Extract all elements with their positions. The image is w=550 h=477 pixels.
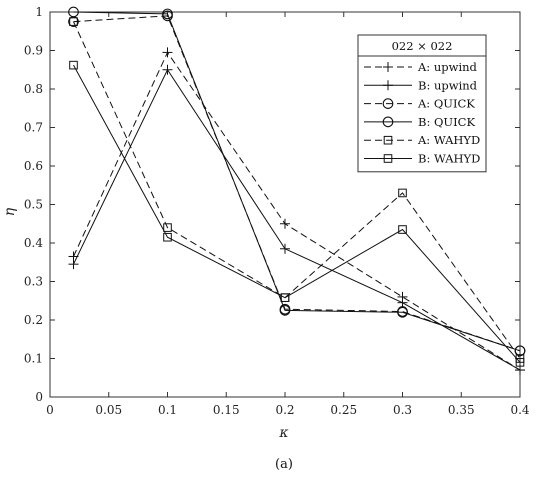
y-tick-label: 0.7	[24, 121, 43, 135]
x-tick-label: 0.3	[393, 403, 412, 417]
series-line	[73, 64, 521, 363]
plus-marker	[68, 259, 79, 270]
circle-marker	[68, 6, 79, 18]
legend-square-marker	[383, 154, 393, 163]
series-layer	[68, 6, 526, 376]
y-axis-label: η	[2, 207, 18, 216]
legend-entry: A: upwind	[364, 60, 478, 74]
square-marker	[398, 225, 407, 234]
y-tick-label: 1	[35, 5, 43, 19]
y-tick-label: 0.3	[24, 275, 43, 289]
legend-entry: A: WAHYD	[364, 133, 480, 147]
legend-entry: B: WAHYD	[364, 152, 480, 166]
legend-label: A: upwind	[417, 60, 478, 74]
x-tick-label: 0.2	[275, 403, 294, 417]
y-tick-label: 0.1	[24, 352, 43, 366]
x-tick-label: 0.35	[448, 403, 475, 417]
y-tick-label: 0.9	[24, 44, 43, 58]
x-tick-label: 0.15	[213, 403, 240, 417]
y-tick-label: 0	[35, 390, 43, 404]
square-marker	[398, 188, 407, 198]
square-marker	[69, 17, 78, 26]
legend-label: B: upwind	[418, 78, 478, 92]
plus-marker	[280, 218, 290, 229]
series-line	[73, 11, 521, 352]
legend-circle-marker	[382, 116, 394, 128]
y-tick-label: 0.6	[24, 159, 43, 173]
legend-title: 022 × 022	[392, 39, 453, 53]
y-tick-label: 0.4	[24, 236, 43, 250]
y-tick-label: 0.2	[24, 313, 43, 327]
legend-entry: B: QUICK	[364, 115, 475, 129]
y-tick-label: 0.8	[24, 82, 43, 96]
square-marker	[280, 293, 290, 302]
axis-ticks: 0 0.05 0.1 0.15 0.2 0.25 0.3 0.35 0.4 0 0.1 0.2 0.3 0…	[24, 5, 530, 417]
square-marker	[515, 358, 525, 367]
plus-marker	[515, 365, 525, 376]
y-tick-label: 0.5	[24, 198, 43, 212]
legend: 022 × 022 A: upwind B: upwind A: QUICK B: QU…	[357, 34, 487, 173]
legend-square-marker	[383, 135, 393, 145]
circle-marker	[279, 305, 291, 316]
x-tick-label: 0.05	[95, 403, 122, 417]
legend-circle-marker	[382, 98, 394, 109]
square-marker	[69, 60, 78, 70]
x-tick-label: 0.4	[510, 403, 529, 417]
legend-plus-marker	[383, 80, 393, 91]
x-tick-label: 0.25	[330, 403, 357, 417]
legend-label: A: QUICK	[417, 97, 475, 111]
legend-label: A: WAHYD	[417, 133, 480, 147]
plus-marker	[162, 47, 173, 58]
plus-marker	[280, 243, 290, 254]
circle-marker	[397, 306, 408, 318]
square-marker	[163, 232, 172, 242]
legend-entry: B: upwind	[364, 78, 478, 92]
square-marker	[163, 223, 172, 232]
legend-entry: A: QUICK	[364, 97, 475, 111]
figure-caption: (a)	[275, 457, 293, 472]
x-axis-label: κ	[278, 425, 288, 441]
x-tick-label: 0	[46, 403, 54, 417]
circle-marker	[162, 8, 173, 20]
plus-marker	[162, 64, 173, 75]
circle-marker	[514, 345, 526, 357]
series-b-quick	[68, 6, 526, 357]
legend-label: B: QUICK	[418, 115, 475, 129]
series-b-wahyd	[69, 60, 525, 367]
legend-plus-marker	[383, 62, 393, 72]
legend-label: B: WAHYD	[418, 152, 480, 166]
plus-marker	[397, 297, 408, 308]
x-tick-label: 0.1	[158, 403, 177, 417]
